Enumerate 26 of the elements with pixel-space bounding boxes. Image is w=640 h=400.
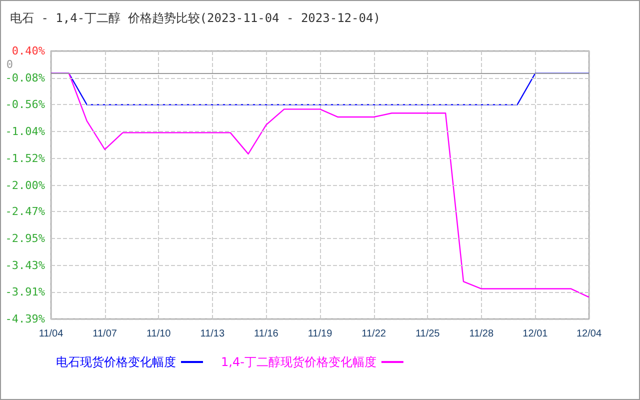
y-tick-label: 0.40% [12, 44, 46, 58]
y-tick-label: -3.91% [5, 286, 46, 299]
chart-title: 电石 - 1,4-丁二醇 价格趋势比较(2023-11-04 - 2023-12-04) [10, 11, 380, 25]
x-tick-label: 11/25 [415, 328, 440, 340]
legend-label: 1,4-丁二醇现货价格变化幅度 [220, 355, 376, 369]
x-tick-label: 12/01 [522, 328, 548, 340]
y-tick-label: -2.00% [5, 178, 46, 192]
x-tick-label: 11/16 [254, 328, 279, 340]
x-tick-label: 11/13 [200, 328, 225, 340]
y-tick-label: -0.08% [5, 71, 46, 84]
y-tick-label: -0.56% [5, 98, 46, 112]
x-tick-label: 12/04 [576, 328, 602, 340]
x-tick-label: 11/10 [146, 328, 172, 340]
x-tick-label: 11/19 [308, 328, 333, 340]
y-tick-label: -2.47% [5, 205, 46, 218]
y-tick-label: -1.04% [5, 125, 46, 138]
x-tick-label: 11/28 [469, 328, 494, 340]
x-tick-label: 11/07 [92, 328, 118, 340]
y-tick-label: -3.43% [5, 258, 46, 272]
x-tick-label: 11/04 [38, 328, 64, 340]
legend-label: 电石现货价格变化幅度 [56, 355, 176, 369]
y-tick-label: -4.39% [5, 312, 46, 326]
ref-line-label: 0 [6, 58, 13, 71]
x-tick-label: 11/22 [362, 328, 386, 340]
y-tick-label: -1.52% [5, 152, 46, 165]
y-tick-label: -2.95% [5, 232, 46, 245]
